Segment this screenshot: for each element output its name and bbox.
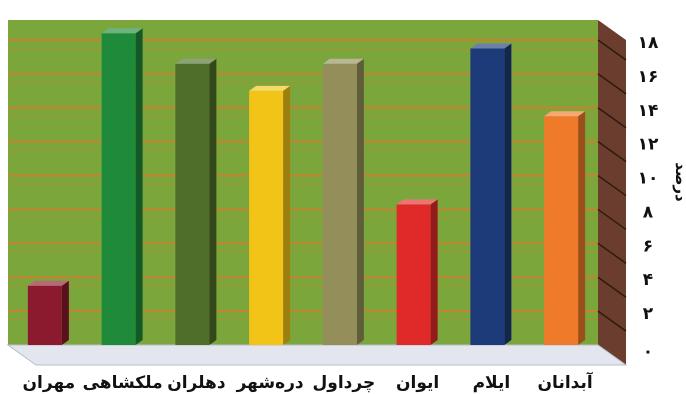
bar-side — [578, 111, 586, 345]
category-label: ملکشاهی — [83, 373, 163, 393]
bar-2 — [101, 28, 143, 345]
bar-front — [27, 285, 62, 345]
gridline-side — [597, 107, 627, 129]
gridline-side — [597, 39, 627, 61]
category-label: چرداول — [313, 373, 376, 393]
bar-side — [283, 85, 291, 345]
bar-top — [249, 85, 291, 91]
bar-side — [209, 58, 217, 345]
bar-top — [396, 199, 438, 205]
bar-1 — [27, 280, 69, 345]
y-tick-label: ۴ — [643, 270, 653, 290]
bar-front — [175, 63, 210, 345]
bar-7 — [470, 43, 512, 345]
gridline-side — [597, 174, 627, 197]
y-tick-label: ۱۶ — [638, 67, 659, 87]
bar-side — [356, 58, 364, 345]
gridline-side — [597, 141, 627, 163]
bar-front — [322, 63, 357, 345]
bar-front — [470, 48, 505, 345]
bar-4 — [249, 85, 291, 345]
category-label: ایوان — [396, 373, 439, 393]
bar-side — [504, 43, 512, 345]
floor — [6, 344, 628, 366]
y-tick-label: ۰ — [643, 342, 653, 362]
gridline-side — [597, 310, 627, 332]
bar-side — [135, 28, 143, 345]
gridline-side — [597, 276, 627, 298]
bar-3 — [175, 58, 217, 345]
bar-top — [322, 58, 364, 64]
y-tick-label: ۱۸ — [638, 33, 659, 53]
bar-side — [430, 199, 438, 345]
y-tick-label: ۱۴ — [638, 101, 659, 121]
bar-top — [544, 111, 586, 117]
bar-front — [249, 90, 284, 345]
gridline-side — [597, 73, 627, 95]
bar-5 — [322, 58, 364, 345]
bar-top — [27, 280, 69, 286]
y-tick-label: ۸ — [643, 202, 654, 222]
bar-6 — [396, 199, 438, 345]
category-label: ایلام — [473, 373, 511, 393]
y-axis-title: درصد — [672, 162, 686, 202]
side-wall — [598, 20, 626, 365]
bar-side — [61, 280, 69, 345]
category-label: مهران — [23, 373, 76, 393]
category-label: دهلران — [167, 373, 226, 393]
y-tick-label: ۲ — [643, 304, 654, 324]
bar-top — [101, 28, 143, 34]
gridline-side — [597, 208, 627, 231]
y-tick-label: ۱۲ — [638, 135, 659, 155]
category-label: دره‌شهر — [236, 373, 304, 393]
gridline-side — [597, 242, 627, 264]
bar-front — [101, 33, 136, 345]
y-tick-label: ۶ — [643, 236, 653, 256]
bar-front — [396, 204, 431, 345]
bar-front — [544, 116, 579, 345]
y-tick-label: ۱۰ — [638, 169, 659, 189]
bar-8 — [544, 111, 586, 345]
bar-top — [470, 43, 512, 49]
bar-top — [175, 58, 217, 64]
category-label: آبدانان — [538, 371, 594, 393]
